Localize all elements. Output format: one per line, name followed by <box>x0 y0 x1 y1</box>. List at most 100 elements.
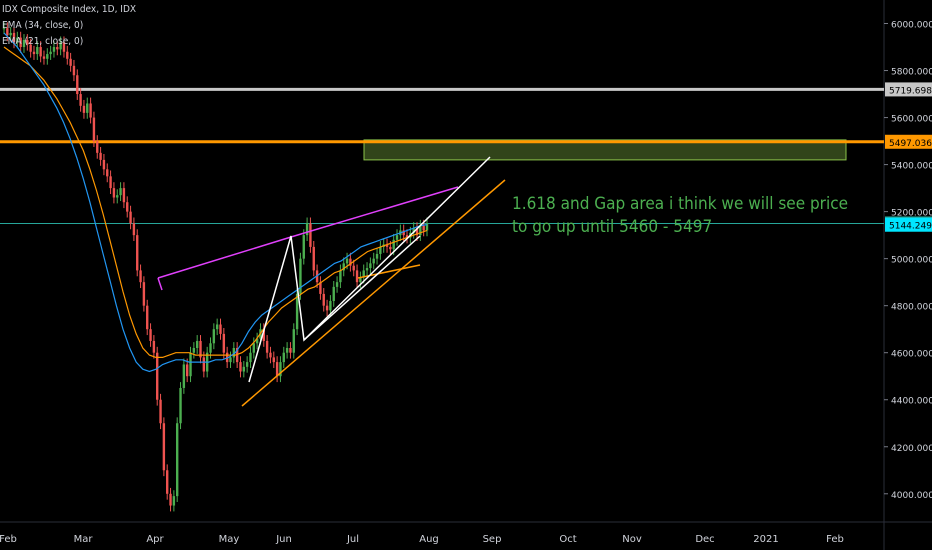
candle-body <box>82 105 86 113</box>
candle-body <box>212 329 216 344</box>
white-pattern-line[interactable] <box>248 156 491 383</box>
candle-body <box>232 348 236 358</box>
x-tick-label: Feb <box>0 534 17 545</box>
candle-body <box>379 246 382 254</box>
candle-body <box>255 338 259 344</box>
gap-zone <box>363 139 847 161</box>
candle-body <box>305 223 309 236</box>
candle-body <box>126 202 129 212</box>
candle-body <box>139 270 142 283</box>
candle-body <box>395 235 399 240</box>
x-tick-label: Jun <box>275 534 292 545</box>
candle-body <box>195 340 199 348</box>
candle-body <box>92 117 96 142</box>
orange-support-line[interactable] <box>241 179 506 407</box>
candle-body <box>375 253 379 259</box>
x-tick-label: Sep <box>483 534 502 545</box>
price-level-label: 5497.0369 <box>889 139 932 149</box>
candle-body <box>102 159 106 170</box>
x-tick-label: Jul <box>346 534 359 545</box>
candle-body <box>335 282 339 287</box>
candle-body <box>136 235 139 271</box>
candle-body <box>166 470 169 494</box>
candle-body <box>199 340 202 358</box>
candle-body <box>209 343 212 353</box>
candle-body <box>36 47 39 55</box>
chart-legend: IDX Composite Index, 1D, IDX EMA (34, cl… <box>2 2 136 50</box>
candle-body <box>289 348 292 353</box>
y-tick-label: 5600.0000 <box>891 115 932 125</box>
x-tick-label: Dec <box>695 534 714 545</box>
candle-body <box>269 352 272 358</box>
candle-body <box>295 293 299 330</box>
candle-body <box>312 246 315 271</box>
candle-body <box>19 37 22 48</box>
x-tick-label: Mar <box>74 534 94 545</box>
candle-body <box>96 141 99 153</box>
ema34-legend: EMA (34, close, 0) <box>2 20 84 31</box>
candle-body <box>342 263 345 271</box>
candle-body <box>16 37 19 43</box>
ema34-line <box>3 46 428 358</box>
candle-body <box>332 286 335 301</box>
candle-body <box>106 169 109 177</box>
analysis-annotation: 1.618 and Gap area i think we will see p… <box>512 194 849 237</box>
candle-body <box>79 94 82 106</box>
candle-body <box>9 32 12 36</box>
y-tick-label: 4400.0000 <box>891 397 932 407</box>
candle-body <box>42 56 46 59</box>
candle-body <box>72 65 76 76</box>
candle-body <box>89 103 92 118</box>
candle-body <box>365 268 369 271</box>
pink-trendline-tick[interactable] <box>157 277 163 291</box>
candle-body <box>182 364 186 388</box>
candle-body <box>339 270 342 283</box>
candle-body <box>369 263 372 269</box>
candle-body <box>132 223 136 236</box>
candle-body <box>192 348 196 353</box>
candle-body <box>245 362 249 367</box>
candle-body <box>249 352 252 363</box>
candle-body <box>162 423 166 471</box>
candle-body <box>12 32 16 43</box>
candle-body <box>322 293 325 306</box>
candle-body <box>239 362 242 372</box>
candle-body <box>359 277 362 283</box>
candle-body <box>39 47 42 57</box>
ema21-line <box>3 32 428 373</box>
candle-body <box>149 329 152 341</box>
candle-body <box>22 39 26 48</box>
candle-body <box>32 51 36 55</box>
candle-body <box>66 51 69 59</box>
candle-body <box>146 305 149 330</box>
y-tick-label: 5000.0000 <box>891 256 932 266</box>
candle-body <box>179 387 182 424</box>
candle-body <box>299 258 302 294</box>
candle-body <box>59 42 62 50</box>
y-tick-label: 4000.0000 <box>891 491 932 501</box>
candle-body <box>362 270 365 278</box>
candle-body <box>202 357 206 372</box>
symbol-title: IDX Composite Index, 1D, IDX <box>2 4 137 15</box>
candle-body <box>325 305 329 311</box>
candle-body <box>319 282 322 294</box>
candle-body <box>116 195 119 198</box>
candle-body <box>112 188 116 198</box>
x-tick-label: Aug <box>419 534 439 545</box>
candle-body <box>425 223 429 231</box>
candle-body <box>302 235 305 259</box>
candle-body <box>372 258 375 264</box>
candle-body <box>415 228 419 236</box>
candle-body <box>56 47 59 50</box>
y-tick-label: 5400.0000 <box>891 162 932 172</box>
white-channel-line[interactable] <box>303 235 421 341</box>
candle-body <box>229 357 232 363</box>
candle-body <box>159 399 162 424</box>
candle-body <box>222 333 226 353</box>
candle-body <box>152 340 156 353</box>
candle-body <box>412 228 415 233</box>
x-tick-label: Oct <box>559 534 576 545</box>
candle-body <box>309 223 312 247</box>
